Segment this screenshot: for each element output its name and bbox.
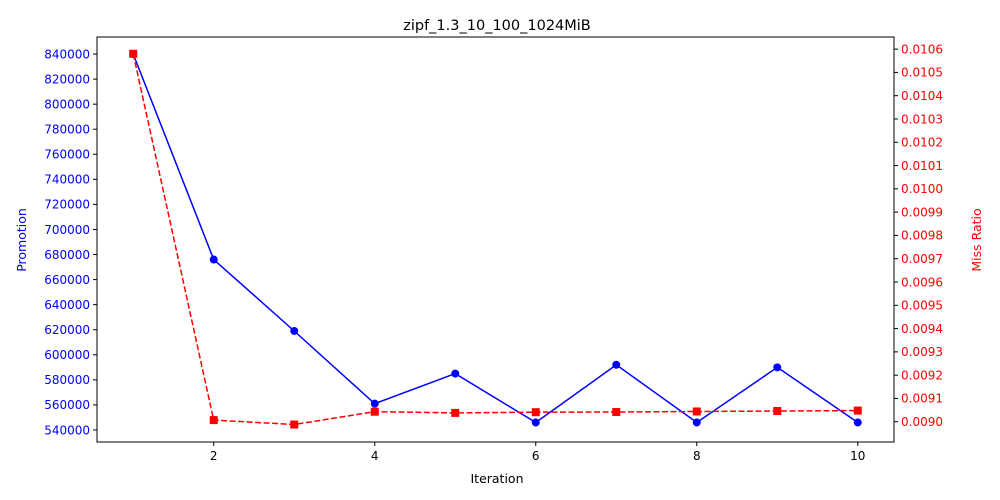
plot-frame — [96, 36, 895, 443]
y-right-tick-label: 0.0091 — [901, 392, 943, 406]
y-right-tick-label: 0.0095 — [901, 299, 943, 313]
miss-ratio-point — [773, 407, 782, 416]
y-left-tick-label: 820000 — [44, 72, 90, 86]
y-right-tick-label: 0.0102 — [901, 136, 943, 150]
y-left-tick-label: 640000 — [44, 298, 90, 312]
y-left-tick-label: 660000 — [44, 273, 90, 287]
miss-ratio-point — [853, 406, 862, 415]
y-right-tick-label: 0.0094 — [901, 322, 943, 336]
y-left-tick-label: 580000 — [44, 373, 90, 387]
y-left-tick-label: 680000 — [44, 248, 90, 262]
y-right-tick-label: 0.0090 — [901, 415, 943, 429]
y-right-tick-label: 0.0101 — [901, 159, 943, 173]
chart-title: zipf_1.3_10_100_1024MiB — [403, 18, 591, 34]
x-tick-label: 2 — [210, 449, 218, 463]
x-axis: 2 4 6 8 10 — [210, 442, 865, 463]
y-right-tick-label: 0.0105 — [901, 66, 943, 80]
x-tick-label: 6 — [532, 449, 540, 463]
promotion-point — [773, 363, 782, 372]
miss-ratio-point — [612, 407, 621, 416]
y-right-tick-label: 0.0100 — [901, 182, 943, 196]
promotion-point — [209, 255, 218, 264]
miss-ratio-point — [451, 408, 460, 417]
y-left-tick-label: 560000 — [44, 398, 90, 412]
miss-ratio-point — [370, 407, 379, 416]
y-right-tick-label: 0.0106 — [901, 42, 943, 56]
y-left-tick-label: 840000 — [44, 47, 90, 61]
promotion-point — [370, 399, 379, 408]
miss-ratio-point — [692, 407, 701, 416]
y-right-tick-label: 0.0092 — [901, 368, 943, 382]
x-tick-label: 10 — [850, 449, 865, 463]
x-axis-label: Iteration — [470, 471, 523, 486]
y-left-tick-label: 780000 — [44, 123, 90, 137]
series-layer — [129, 49, 862, 429]
y-axis-left-label: Promotion — [14, 208, 29, 272]
y-left-tick-label: 620000 — [44, 323, 90, 337]
miss-ratio-point — [129, 49, 138, 58]
y-axis-right: 0.0090 0.0091 0.0092 0.0093 0.0094 0.0095 0.00… — [894, 42, 943, 429]
plot-area — [96, 36, 895, 443]
promotion-point — [290, 326, 299, 335]
y-left-tick-label: 600000 — [44, 348, 90, 362]
y-axis-left: 540000 560000 580000 600000 620000 640000 6600… — [44, 47, 97, 437]
y-left-tick-label: 740000 — [44, 173, 90, 187]
y-left-tick-label: 760000 — [44, 148, 90, 162]
y-right-tick-label: 0.0098 — [901, 229, 943, 243]
y-left-tick-label: 700000 — [44, 223, 90, 237]
y-left-tick-label: 800000 — [44, 97, 90, 111]
miss-ratio-point — [531, 408, 540, 417]
y-right-tick-label: 0.0104 — [901, 89, 943, 103]
y-right-tick-label: 0.0103 — [901, 112, 943, 126]
y-right-tick-label: 0.0096 — [901, 275, 943, 289]
miss-ratio-point — [209, 416, 218, 425]
y-left-tick-label: 540000 — [44, 423, 90, 437]
promotion-line — [132, 53, 859, 424]
promotion-point — [451, 369, 460, 378]
y-axis-right-label: Miss Ratio — [969, 208, 984, 271]
promotion-point — [531, 418, 540, 427]
y-right-tick-label: 0.0097 — [901, 252, 943, 266]
x-tick-label: 4 — [371, 449, 379, 463]
promotion-point — [692, 418, 701, 427]
miss-ratio-point — [290, 420, 299, 429]
y-right-tick-label: 0.0099 — [901, 205, 943, 219]
promotion-point — [612, 360, 621, 369]
promotion-point — [853, 418, 862, 427]
x-tick-label: 8 — [693, 449, 701, 463]
y-right-tick-label: 0.0093 — [901, 345, 943, 359]
y-left-tick-label: 720000 — [44, 198, 90, 212]
miss-ratio-line — [132, 53, 858, 426]
